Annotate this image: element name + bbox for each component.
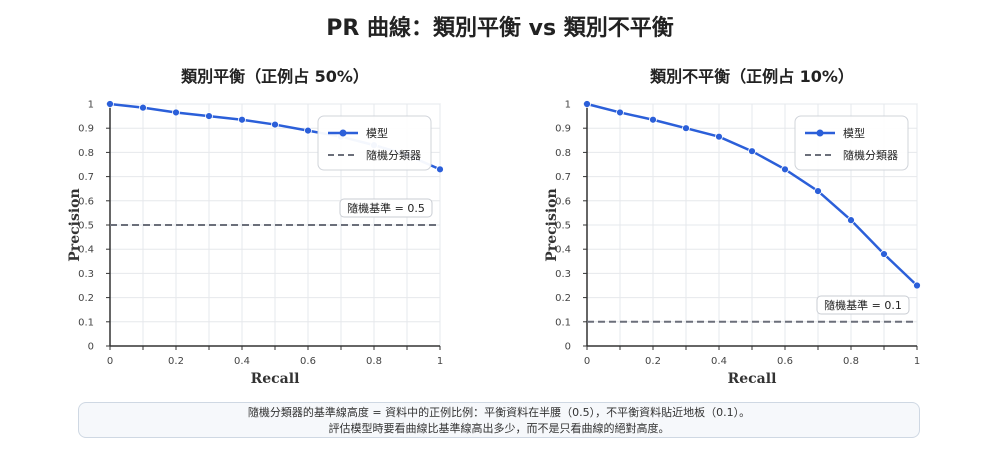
x-tick-label: 0.4 xyxy=(711,356,727,367)
y-tick-label: 0.7 xyxy=(555,172,571,183)
baseline-annotation-text: 隨機基準 = 0.1 xyxy=(824,298,902,312)
model-data-point xyxy=(814,187,822,196)
model-data-point xyxy=(781,165,789,174)
x-axis-label: Recall xyxy=(728,371,777,387)
legend-baseline-label: 隨機分類器 xyxy=(366,148,421,162)
x-tick-label: 0 xyxy=(107,356,113,367)
model-data-point xyxy=(271,120,279,129)
x-tick-label: 0.4 xyxy=(234,356,250,367)
y-tick-label: 0.4 xyxy=(78,245,94,256)
page-title: PR 曲線：類別平衡 vs 類別不平衡 xyxy=(326,16,674,41)
model-data-point xyxy=(748,147,756,156)
y-tick-label: 0.6 xyxy=(555,196,571,207)
y-tick-label: 1 xyxy=(565,100,571,111)
y-tick-label: 0.1 xyxy=(78,317,94,328)
x-tick-label: 0 xyxy=(584,356,590,367)
model-data-point xyxy=(436,165,444,174)
x-tick-label: 0.8 xyxy=(843,356,859,367)
legend-box xyxy=(794,115,909,171)
model-data-point xyxy=(616,108,624,117)
model-data-point xyxy=(172,108,180,117)
y-tick-label: 0.8 xyxy=(555,148,571,159)
model-data-point xyxy=(913,281,921,290)
y-tick-label: 0.9 xyxy=(78,124,94,135)
y-tick-label: 0.9 xyxy=(555,124,571,135)
y-tick-label: 0.1 xyxy=(555,317,571,328)
model-data-point xyxy=(304,126,312,135)
pr-chart-balanced: 類別平衡（正例占 50%） 0 0.2 0.4 0.6 0.8 1 0 0.1 0.2 0.3 0.4… xyxy=(67,67,444,387)
caption-line-2: 評估模型時要看曲線比基準線高出多少，而不是只看曲線的絕對高度。 xyxy=(328,422,670,435)
model-data-point xyxy=(715,132,723,141)
x-tick-label: 0.6 xyxy=(777,356,793,367)
x-tick-label: 0.6 xyxy=(300,356,316,367)
model-data-point xyxy=(847,216,855,225)
y-axis-label: Precision xyxy=(67,188,83,261)
legend-model-marker xyxy=(816,129,824,137)
chart-subtitle: 類別平衡（正例占 50%） xyxy=(180,67,369,86)
y-tick-label: 0.7 xyxy=(78,172,94,183)
y-tick-label: 0.3 xyxy=(78,269,94,280)
caption-box: 隨機分類器的基準線高度 = 資料中的正例比例：平衡資料在半腰（0.5），不平衡資… xyxy=(78,402,920,438)
model-data-point xyxy=(649,115,657,124)
model-data-point xyxy=(238,115,246,124)
model-data-point xyxy=(682,124,690,133)
x-tick-label: 0.2 xyxy=(645,356,661,367)
y-tick-label: 0 xyxy=(565,342,571,353)
y-tick-label: 0.2 xyxy=(555,293,571,304)
legend-model-label: 模型 xyxy=(843,126,865,140)
y-tick-label: 0.3 xyxy=(555,269,571,280)
x-tick-label: 0.2 xyxy=(168,356,184,367)
caption-line-1: 隨機分類器的基準線高度 = 資料中的正例比例：平衡資料在半腰（0.5），不平衡資… xyxy=(247,406,751,419)
baseline-annotation-text: 隨機基準 = 0.5 xyxy=(347,201,425,215)
baseline-annotation-box xyxy=(816,295,910,315)
legend-model-label: 模型 xyxy=(366,126,388,140)
model-data-point xyxy=(139,103,147,112)
y-tick-label: 0.2 xyxy=(78,293,94,304)
y-tick-label: 0 xyxy=(88,342,94,353)
y-tick-label: 1 xyxy=(88,100,94,111)
y-tick-label: 0.6 xyxy=(78,196,94,207)
pr-chart-imbalanced: 類別不平衡（正例占 10%） 0 0.2 0.4 0.6 0.8 1 0 0.1 0.2 0.3 0.… xyxy=(544,67,921,387)
y-tick-label: 0.5 xyxy=(78,221,94,232)
chart-subtitle: 類別不平衡（正例占 10%） xyxy=(649,67,854,86)
model-data-point xyxy=(205,112,213,120)
model-data-point xyxy=(880,250,888,258)
y-tick-label: 0.4 xyxy=(555,245,571,256)
x-tick-label: 0.8 xyxy=(366,356,382,367)
model-data-point xyxy=(583,100,591,108)
x-tick-label: 1 xyxy=(914,356,920,367)
legend-box xyxy=(317,115,432,171)
baseline-annotation-box xyxy=(339,198,433,218)
x-axis-label: Recall xyxy=(251,371,300,387)
x-tick-label: 1 xyxy=(437,356,443,367)
y-axis-label: Precision xyxy=(544,188,560,261)
y-tick-label: 0.5 xyxy=(555,221,571,232)
model-data-point xyxy=(106,100,114,108)
legend-baseline-label: 隨機分類器 xyxy=(843,148,898,162)
legend-model-marker xyxy=(339,129,347,137)
y-tick-label: 0.8 xyxy=(78,148,94,159)
